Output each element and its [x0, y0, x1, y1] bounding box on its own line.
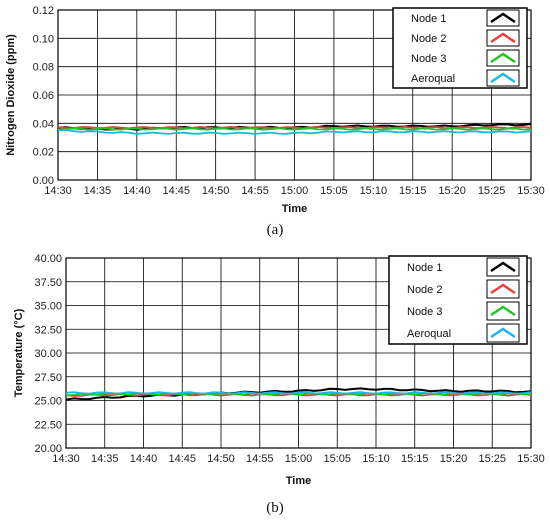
chart-panel-0: 0.00 0.02 0.04 0.06 0.08 0.10 0.12 14:30 14:35 14…	[5, 5, 545, 238]
legend-swatch	[490, 72, 516, 84]
x-tick-label: 15:30	[517, 453, 545, 465]
legend-swatch-box	[486, 49, 520, 67]
x-tick-label: 14:35	[84, 185, 112, 197]
x-tick-label: 15:10	[360, 185, 388, 197]
series-line-aeroqual	[65, 391, 532, 395]
y-tick-label: 0.08	[33, 62, 54, 74]
y-tick-label: 35.00	[34, 301, 62, 313]
legend-swatch-box	[486, 279, 520, 299]
legend-label: Node 3	[411, 53, 446, 65]
y-tick-label: 20.00	[34, 443, 62, 455]
y-tick-label: 0.12	[33, 5, 54, 17]
x-tick-label: 14:30	[44, 185, 72, 197]
figure-caption: (a)	[267, 222, 284, 238]
legend-swatch-box	[486, 301, 520, 321]
y-tick-label: 0.00	[33, 175, 54, 187]
legend-label: Aeroqual	[407, 328, 451, 340]
x-axis-label: Time	[282, 203, 307, 215]
x-tick-label: 15:15	[399, 185, 427, 197]
legend: Node 1 Node 2 Node 3 Aeroqual	[388, 255, 528, 345]
x-tick-label: 15:10	[362, 453, 390, 465]
x-tick-label: 15:05	[320, 185, 348, 197]
chart-panel-1: 20.00 22.50 25.00 27.50 30.00 32.50 35.00 37.50…	[13, 253, 545, 516]
y-tick-label: 32.50	[34, 324, 62, 336]
legend-swatch-box	[486, 69, 520, 87]
legend: Node 1 Node 2 Node 3 Aeroqual	[392, 7, 528, 89]
legend-swatch	[490, 32, 516, 44]
x-tick-label: 15:25	[478, 453, 506, 465]
y-tick-label: 0.10	[33, 33, 54, 45]
legend-swatch	[490, 327, 516, 339]
y-axis-label: Nitrogen Dioxide (ppm)	[5, 34, 17, 156]
y-tick-label: 0.04	[33, 118, 54, 130]
legend-swatch-box	[486, 323, 520, 343]
legend-label: Node 2	[407, 284, 442, 296]
x-tick-label: 15:00	[281, 185, 309, 197]
y-tick-label: 22.50	[34, 419, 62, 431]
x-tick-label: 14:55	[246, 453, 274, 465]
series-line-aeroqual	[57, 129, 532, 135]
x-tick-label: 14:55	[241, 185, 269, 197]
x-axis-label: Time	[286, 475, 311, 487]
x-tick-label: 15:20	[438, 185, 466, 197]
x-tick-label: 15:20	[440, 453, 468, 465]
legend-swatch-box	[486, 29, 520, 47]
x-tick-label: 14:35	[91, 453, 119, 465]
legend-swatch	[490, 52, 516, 64]
y-tick-label: 27.50	[34, 372, 62, 384]
x-tick-label: 14:40	[123, 185, 151, 197]
legend-swatch	[490, 283, 516, 295]
x-tick-label: 14:50	[202, 185, 230, 197]
x-tick-label: 15:15	[401, 453, 429, 465]
y-tick-label: 37.50	[34, 277, 62, 289]
legend-swatch-box	[486, 9, 520, 27]
x-tick-label: 15:30	[517, 185, 545, 197]
y-tick-label: 0.06	[33, 90, 54, 102]
y-tick-label: 30.00	[34, 348, 62, 360]
legend-label: Node 2	[411, 33, 446, 45]
series-line-node-3	[57, 127, 532, 131]
x-tick-label: 14:45	[162, 185, 190, 197]
legend-swatch	[490, 305, 516, 317]
legend-label: Node 1	[407, 262, 442, 274]
series-line-node-1	[65, 387, 532, 401]
legend-label: Node 3	[407, 306, 442, 318]
legend-label: Aeroqual	[411, 73, 455, 85]
figure-caption: (b)	[266, 500, 284, 516]
x-tick-label: 15:05	[323, 453, 351, 465]
legend-swatch	[490, 12, 516, 24]
x-tick-label: 14:45	[168, 453, 196, 465]
x-tick-label: 14:30	[52, 453, 80, 465]
x-tick-label: 15:00	[285, 453, 313, 465]
y-tick-label: 0.02	[33, 147, 54, 159]
legend-swatch	[490, 261, 516, 273]
legend-swatch-box	[486, 257, 520, 277]
x-tick-label: 15:25	[478, 185, 506, 197]
x-tick-label: 14:50	[207, 453, 235, 465]
legend-label: Node 1	[411, 13, 446, 25]
y-tick-label: 25.00	[34, 396, 62, 408]
y-axis-label: Temperature (°C)	[13, 308, 25, 397]
x-tick-label: 14:40	[130, 453, 158, 465]
y-tick-label: 40.00	[34, 253, 62, 265]
